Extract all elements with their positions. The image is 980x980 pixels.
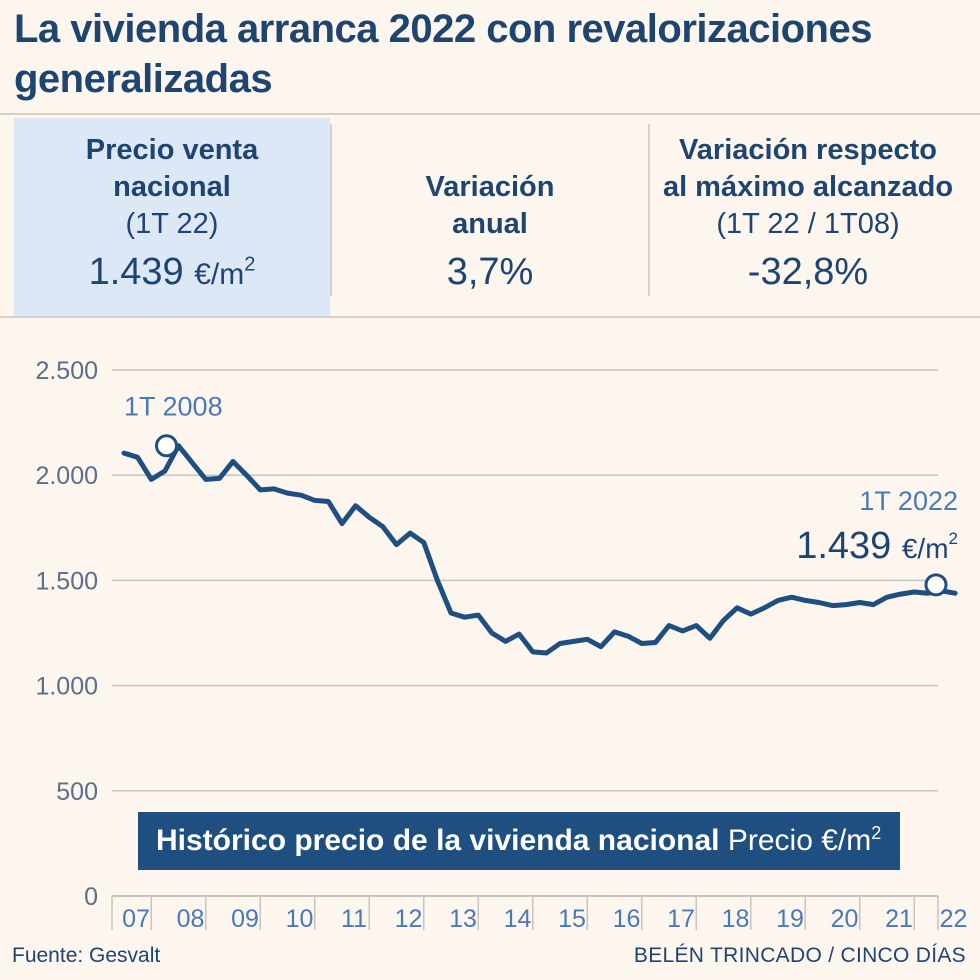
stat-annual-value: 3,7%	[446, 251, 534, 293]
chart-legend-box: Histórico precio de la vivienda nacional…	[138, 812, 900, 870]
legend-subtitle-exp: 2	[871, 823, 882, 843]
stat-peak-period: (1T 22 / 1T08)	[716, 208, 900, 240]
x-tick-label: 19	[776, 905, 804, 933]
stat-price-box: Precio venta nacional (1T 22) 1.439 €/m2	[14, 118, 330, 316]
x-tick-label: 17	[667, 905, 695, 933]
source-note: Fuente: Gesvalt	[12, 944, 161, 967]
y-tick-label: 1.500	[35, 567, 98, 595]
x-tick-label: 16	[613, 905, 641, 933]
stat-annual-label-2: anual	[452, 208, 528, 240]
stats-divider	[0, 316, 980, 318]
x-tick-label: 08	[177, 905, 205, 933]
stat-peak-label-1: Variación respecto	[679, 134, 937, 166]
peak-marker	[155, 434, 178, 458]
stat-price-label-1: Precio venta	[85, 134, 259, 166]
x-tick-label: 07	[122, 905, 150, 933]
line-chart: 0 500 1.000 1.500 2.000 2.500 07 08 09 10 11 12 13 14…	[35, 357, 968, 933]
stat-annual-label-1: Variación	[425, 171, 555, 203]
latest-marker	[924, 573, 948, 597]
stat-peak-value: -32,8%	[747, 251, 869, 293]
stat-price-value: 1.439	[88, 251, 184, 293]
x-tick-label: 21	[885, 905, 913, 933]
peak-annotation-label: 1T 2008	[124, 392, 223, 422]
x-tick-label: 09	[231, 905, 259, 933]
stat-peak-label-2: al máximo alcanzado	[662, 171, 954, 203]
stat-price-unit: €/m	[194, 258, 245, 291]
y-tick-label: 2.000	[35, 462, 98, 490]
stat-price-unit-exp: 2	[244, 253, 256, 276]
x-tick-label: 18	[722, 905, 750, 933]
series-line-price	[121, 443, 958, 656]
y-tick-label: 500	[56, 778, 98, 806]
x-tick-label: 12	[395, 905, 423, 933]
latest-annotation-value: 1.439 €/m2	[796, 525, 958, 567]
legend-subtitle: Precio €/m	[727, 824, 872, 857]
x-tick-label: 10	[286, 905, 314, 933]
x-tick-label: 20	[831, 905, 859, 933]
stat-price-value-row: 1.439 €/m2	[14, 247, 330, 300]
stat-price-label-2: nacional	[113, 171, 231, 203]
stat-separator-2	[648, 124, 650, 296]
chart-title: La vivienda arranca 2022 con revalorizac…	[14, 7, 872, 101]
x-tick-label: 22	[940, 905, 968, 933]
top-divider	[0, 113, 980, 115]
stat-price-period: (1T 22)	[125, 208, 219, 240]
y-tick-label: 1.000	[35, 673, 98, 701]
y-tick-label: 2.500	[35, 357, 98, 385]
latest-annotation-label: 1T 2022	[859, 486, 958, 516]
x-tick-label: 13	[449, 905, 477, 933]
credit-note: BELÉN TRINCADO / CINCO DÍAS	[633, 944, 966, 967]
stat-peak-box: Variación respecto al máximo alcanzado (…	[650, 118, 966, 316]
x-tick-label: 11	[341, 905, 367, 933]
stat-annual-box: Variación anual 3,7%	[332, 118, 648, 316]
x-tick-label: 14	[504, 905, 532, 933]
legend-title: Histórico precio de la vivienda nacional	[156, 824, 720, 857]
x-tick-label: 15	[558, 905, 586, 933]
stat-separator-1	[330, 124, 332, 296]
y-tick-label: 0	[84, 883, 98, 911]
